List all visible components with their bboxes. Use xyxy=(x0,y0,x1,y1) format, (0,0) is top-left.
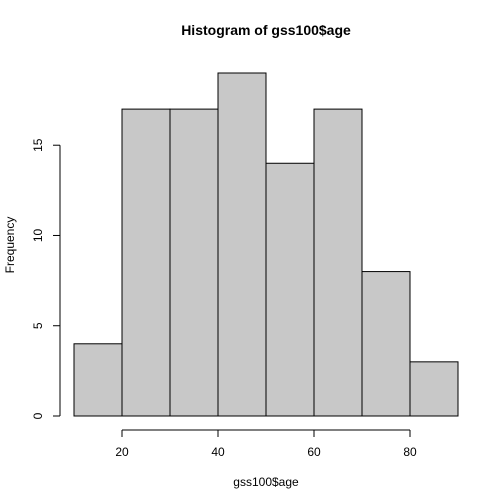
histogram-bar-2 xyxy=(169,108,219,417)
x-tick-label-0: 20 xyxy=(115,445,129,459)
histogram-bar-0 xyxy=(73,343,123,417)
histogram-bar-3 xyxy=(217,72,267,417)
histogram-bar-4 xyxy=(265,162,315,417)
bars-group xyxy=(73,72,459,417)
histogram-bar-5 xyxy=(313,108,363,417)
x-tick-label-1: 40 xyxy=(211,445,225,459)
chart-title: Histogram of gss100$age xyxy=(181,22,351,38)
x-axis: 20 40 60 80 xyxy=(115,429,417,459)
y-axis-label: Frequency xyxy=(3,217,17,274)
y-tick-label-2: 10 xyxy=(31,228,45,242)
histogram-bar-1 xyxy=(121,108,171,417)
y-tick-label-3: 15 xyxy=(31,138,45,152)
x-tick-label-3: 80 xyxy=(403,445,417,459)
y-axis: 0 5 10 15 xyxy=(31,138,61,419)
histogram-bar-6 xyxy=(361,271,411,417)
x-tick-label-2: 60 xyxy=(307,445,321,459)
x-axis-label: gss100$age xyxy=(233,475,299,489)
y-tick-label-0: 0 xyxy=(31,412,45,419)
y-tick-label-1: 5 xyxy=(31,322,45,329)
histogram-bar-7 xyxy=(409,361,459,417)
